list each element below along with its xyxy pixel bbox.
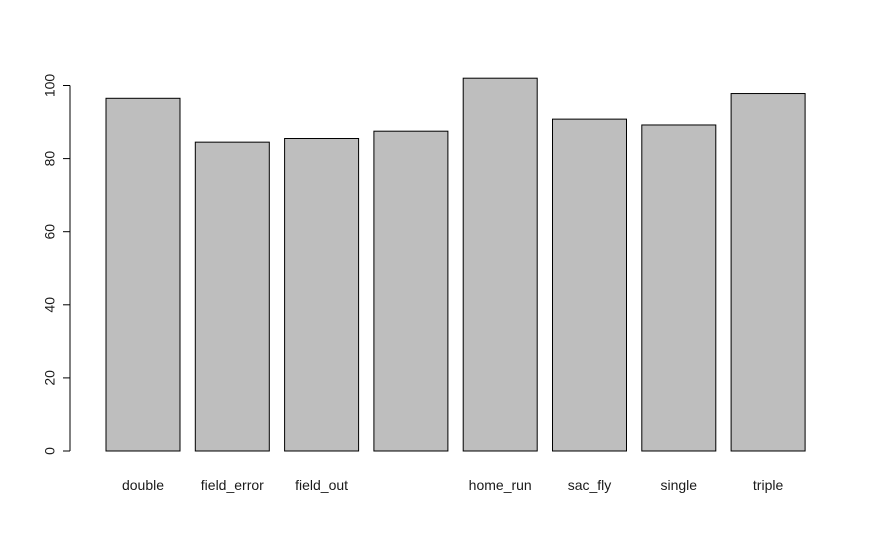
bars-group xyxy=(105,77,806,452)
bar xyxy=(462,77,538,452)
bar xyxy=(373,130,449,452)
bar xyxy=(730,93,806,452)
category-label: home_run xyxy=(469,477,532,493)
y-tick-label: 0 xyxy=(42,447,58,455)
category-label: double xyxy=(122,477,164,493)
bar xyxy=(284,137,360,452)
bar xyxy=(641,124,717,452)
bar xyxy=(105,97,181,452)
category-labels: double field_error field_out home_run sac_fl… xyxy=(122,477,784,493)
y-tick-label: 60 xyxy=(42,224,58,240)
y-tick-label: 20 xyxy=(42,370,58,386)
bar xyxy=(552,118,627,452)
category-label: triple xyxy=(753,477,784,493)
category-label: sac_fly xyxy=(568,477,612,493)
y-tick-label: 40 xyxy=(42,297,58,313)
category-label: field_error xyxy=(201,477,264,493)
y-tick-label: 80 xyxy=(42,151,58,167)
y-tick-label: 100 xyxy=(42,74,58,98)
category-label: single xyxy=(661,477,698,493)
bar xyxy=(194,141,270,452)
category-label: field_out xyxy=(295,477,348,493)
y-axis: 0 20 40 60 80 100 xyxy=(42,74,71,455)
